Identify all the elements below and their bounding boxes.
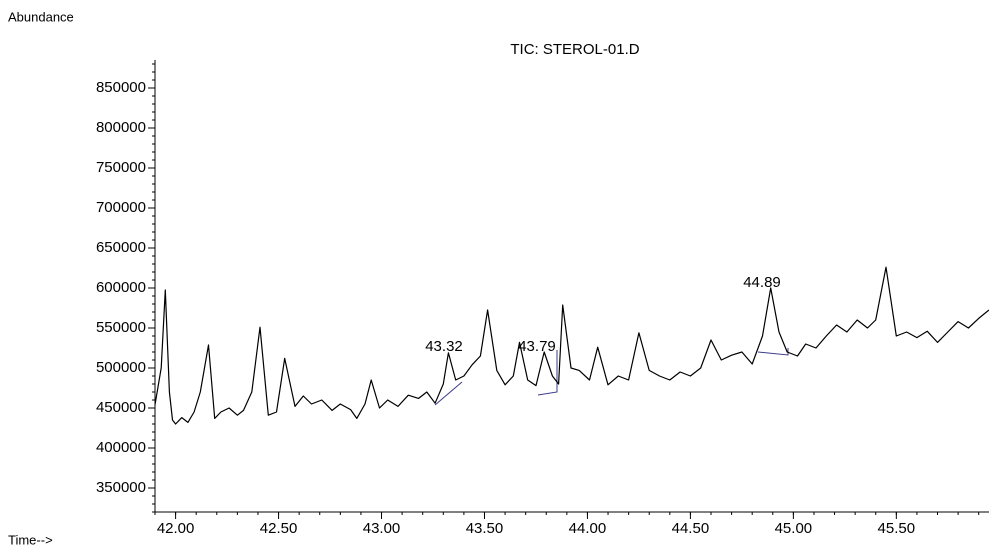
integration-baseline [434,381,463,406]
y-tick-label: 550000 [96,319,146,336]
x-tick-label: 43.00 [363,520,401,537]
y-tick-label: 700000 [96,199,146,216]
integration-baseline [537,350,558,396]
x-tick-label: 45.50 [878,520,916,537]
integration-baseline [757,348,789,356]
y-tick-label: 450000 [96,399,146,416]
peak-label: 44.89 [743,274,781,291]
x-tick-label: 45.00 [775,520,813,537]
y-tick-label: 750000 [96,159,146,176]
y-tick-label: 650000 [96,239,146,256]
y-tick-label: 500000 [96,359,146,376]
x-tick-label: 43.50 [466,520,504,537]
x-axis-label: Time--> [8,532,53,547]
x-tick-label: 42.50 [260,520,298,537]
x-tick-label: 44.00 [569,520,607,537]
y-tick-label: 850000 [96,79,146,96]
x-tick-label: 42.00 [157,520,195,537]
x-tick-label: 44.50 [672,520,710,537]
y-axis-label: Abundance [8,9,74,24]
y-tick-label: 600000 [96,279,146,296]
data-line [154,266,989,425]
peak-label: 43.79 [518,338,556,355]
y-tick-label: 400000 [96,439,146,456]
y-tick-label: 800000 [96,119,146,136]
peak-label: 43.32 [425,338,463,355]
chart-title: TIC: STEROL-01.D [510,41,639,58]
y-tick-label: 350000 [96,479,146,496]
